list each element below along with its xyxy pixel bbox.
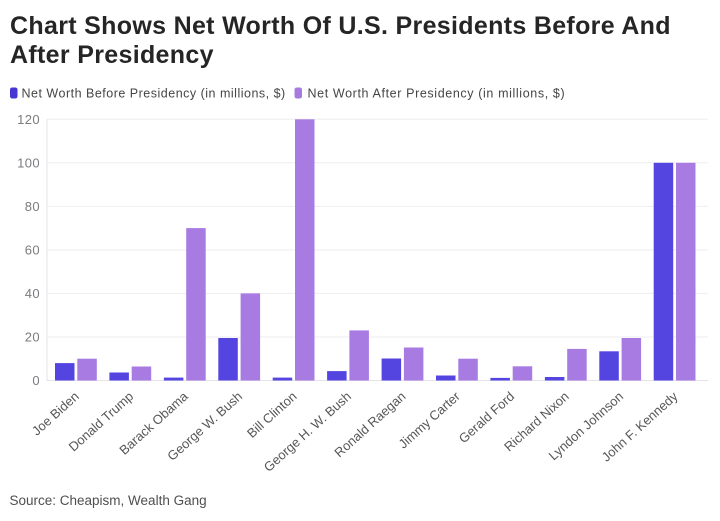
svg-text:40: 40: [25, 286, 40, 301]
svg-text:120: 120: [17, 112, 40, 127]
svg-text:Source: Cheapism, Wealth Gang: Source: Cheapism, Wealth Gang: [10, 493, 207, 508]
svg-text:100: 100: [17, 155, 40, 170]
svg-text:Net Worth Before Presidency (i: Net Worth Before Presidency (in millions…: [22, 87, 286, 101]
svg-text:Net Worth After Presidency (in: Net Worth After Presidency (in millions,…: [308, 87, 566, 101]
svg-text:80: 80: [25, 199, 40, 214]
svg-text:20: 20: [25, 330, 40, 345]
svg-text:0: 0: [32, 373, 40, 388]
svg-text:After Presidency: After Presidency: [10, 41, 214, 69]
svg-text:60: 60: [25, 242, 40, 257]
svg-text:Chart Shows Net Worth Of U.S.: Chart Shows Net Worth Of U.S. Presidents…: [10, 12, 671, 40]
